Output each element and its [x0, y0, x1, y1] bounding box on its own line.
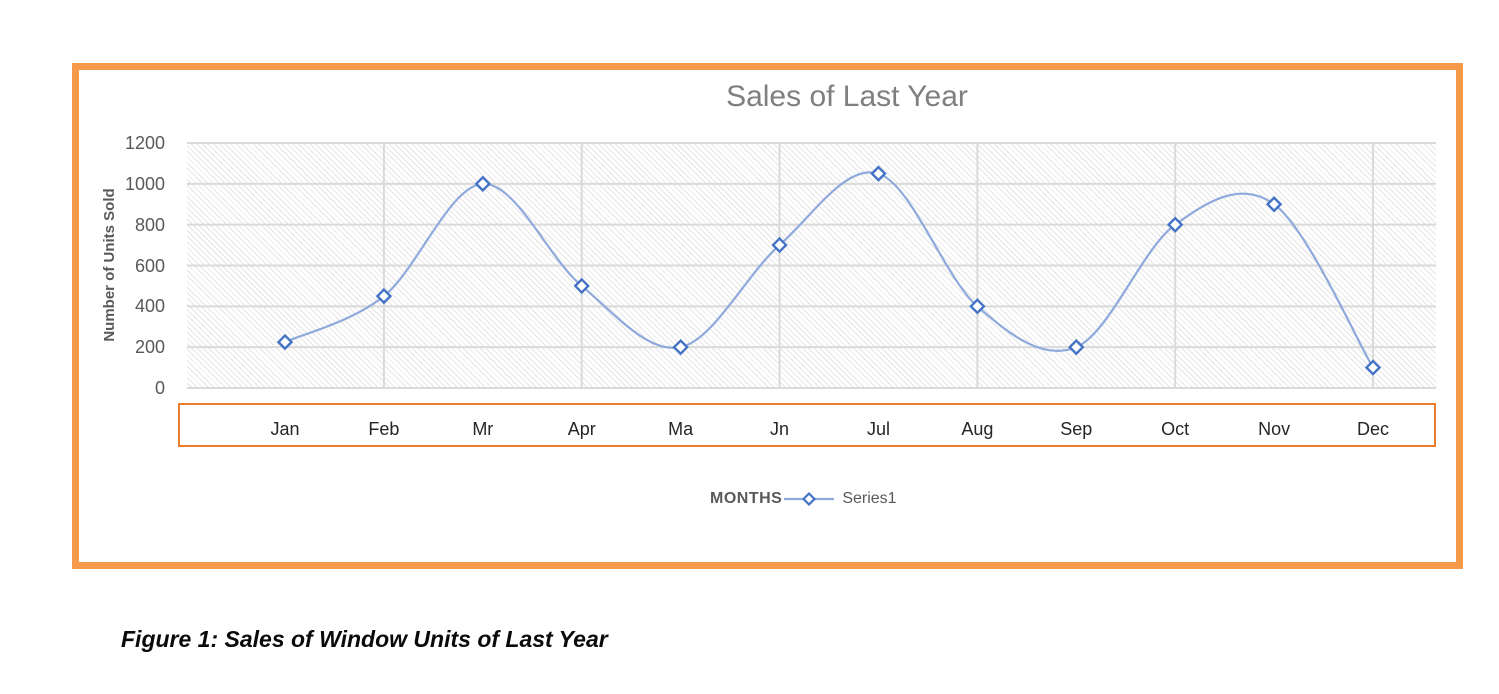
x-tick-label: Jan	[270, 419, 300, 439]
y-tick-label: 1000	[124, 173, 165, 194]
x-tick-label: Jul	[866, 419, 890, 439]
x-axis-category-box	[178, 403, 1436, 447]
y-tick-label: 1200	[124, 133, 165, 153]
x-tick-label: Aug	[961, 419, 994, 439]
x-tick-label: Nov	[1258, 419, 1291, 439]
x-tick-label: Apr	[567, 419, 596, 439]
y-tick-label: 400	[134, 296, 165, 317]
legend-row: MONTHS Series1	[710, 489, 897, 509]
x-tick-label: Oct	[1161, 419, 1190, 439]
x-tick-label: Dec	[1356, 419, 1389, 439]
x-tick-label: Sep	[1060, 419, 1093, 439]
y-tick-label: 600	[134, 255, 165, 276]
x-tick-label: Feb	[368, 419, 400, 439]
x-tick-label: Jn	[770, 419, 790, 439]
legend-series-label: Series1	[842, 490, 897, 507]
figure-caption[interactable]: Figure 1: Sales of Window Units of Last …	[121, 626, 608, 652]
y-tick-label: 200	[134, 337, 165, 358]
y-tick-label: 0	[154, 378, 165, 398]
x-tick-label: Ma	[668, 419, 694, 439]
legend-diamond	[802, 491, 817, 507]
x-tick-label: Mr	[472, 419, 494, 439]
plot-area	[187, 143, 1436, 388]
x-axis-title: MONTHS	[710, 490, 783, 507]
chart-title: Sales of Last Year	[726, 80, 968, 113]
y-tick-label: 800	[134, 214, 165, 235]
legend-series-marker-icon	[784, 491, 835, 507]
